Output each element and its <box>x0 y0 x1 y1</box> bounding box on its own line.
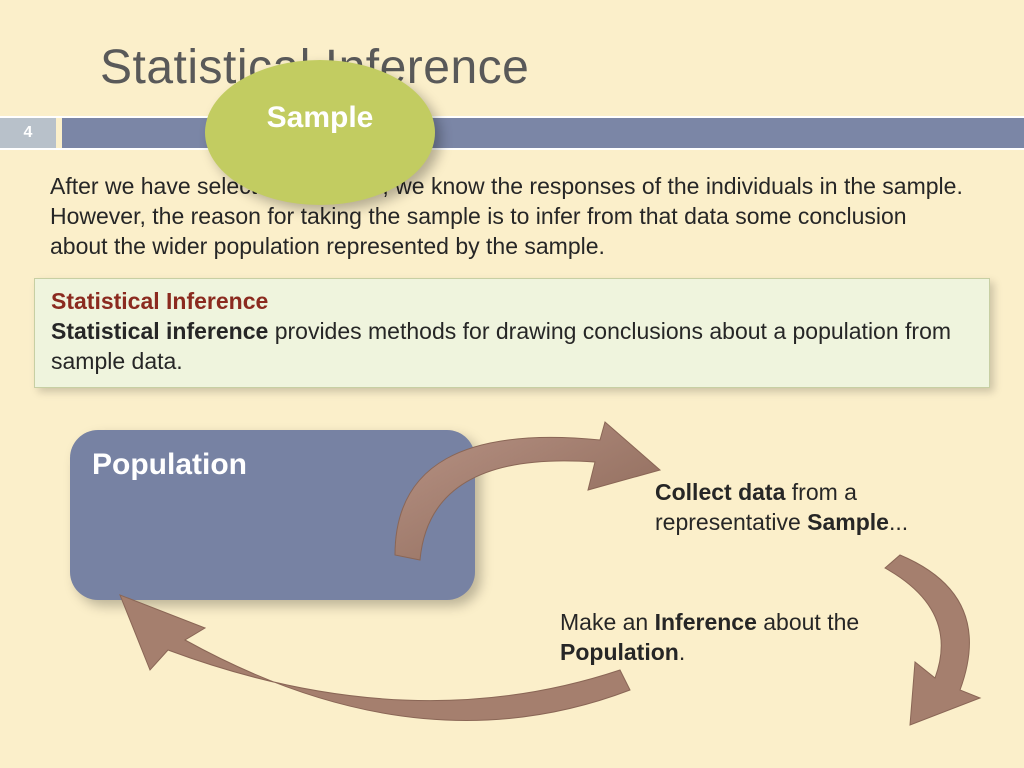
intro-paragraph: After we have selected a sample, we know… <box>50 172 970 262</box>
definition-box: Statistical Inference Statistical infere… <box>34 278 990 388</box>
header-band: 4 <box>0 116 1024 150</box>
infer-tail: . <box>679 639 685 665</box>
infer-pre: Make an <box>560 609 655 635</box>
page-number: 4 <box>0 118 56 148</box>
arrow-inference-to-population <box>90 580 650 760</box>
collect-tail: ... <box>889 509 908 535</box>
population-label: Population <box>92 448 247 482</box>
definition-body: Statistical inference provides methods f… <box>51 317 973 377</box>
inference-text: Make an Inference about the Population. <box>560 608 880 668</box>
sample-label: Sample <box>267 101 374 165</box>
definition-term: Statistical inference <box>51 318 268 344</box>
collect-data-text: Collect data from a representative Sampl… <box>655 478 955 538</box>
sample-ellipse: Sample <box>205 60 435 205</box>
definition-title: Statistical Inference <box>51 287 973 317</box>
infer-mid: about the <box>757 609 859 635</box>
collect-bold1: Collect data <box>655 479 785 505</box>
infer-bold1: Inference <box>655 609 757 635</box>
infer-bold2: Population <box>560 639 679 665</box>
arrow-sample-to-collect <box>360 400 690 570</box>
collect-bold2: Sample <box>807 509 889 535</box>
